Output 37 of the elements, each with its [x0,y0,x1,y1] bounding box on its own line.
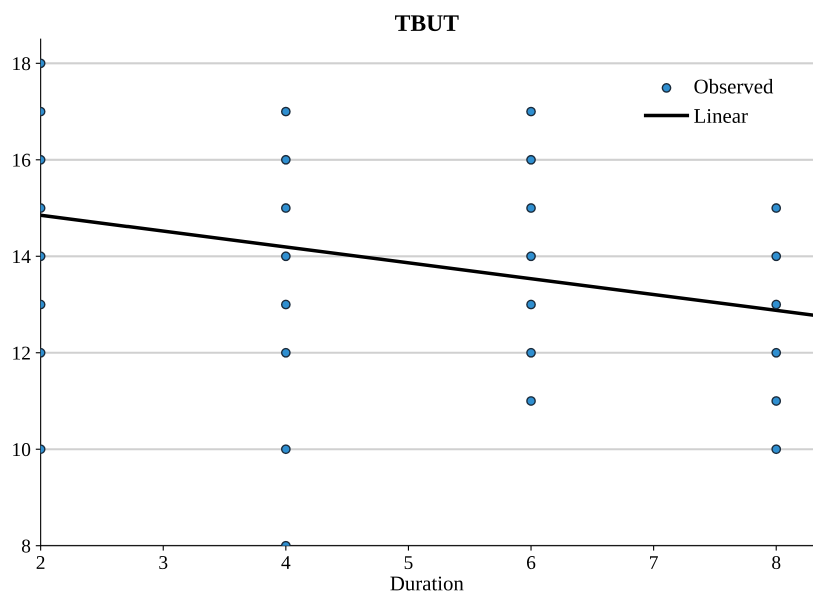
x-tick-label: 5 [404,556,413,570]
y-tick-label: 18 [13,57,30,70]
point [526,154,536,165]
point [526,396,536,406]
point [526,106,536,116]
x-axis-title: Duration [390,576,464,591]
chart-title: TBUT [395,15,459,32]
point [280,348,291,358]
x-tick-label: 6 [527,556,536,570]
x-tick-label: 4 [281,556,290,569]
legend-label: Observed [694,78,774,94]
point [526,348,536,358]
point [771,203,782,213]
legend-label: Linear [694,109,748,124]
point [526,203,536,213]
point [526,300,536,310]
point [771,300,782,310]
point [280,444,291,454]
point [771,396,782,406]
y-tick-label: 10 [13,443,30,456]
y-tick-label: 14 [13,250,31,264]
y-tick-label: 12 [13,346,30,360]
x-tick-label: 3 [159,556,168,570]
y-tick-label: 8 [22,540,30,553]
point [280,154,291,165]
point [280,251,291,262]
y-tick-label: 16 [13,154,30,167]
point [280,203,291,213]
x-tick-label: 8 [772,556,780,570]
point [280,106,291,116]
x-tick-label: 7 [650,556,658,569]
x-tick-label: 2 [36,556,44,569]
point [771,444,782,454]
point [771,251,782,262]
point [280,300,291,310]
point [526,251,536,262]
point [771,348,782,358]
